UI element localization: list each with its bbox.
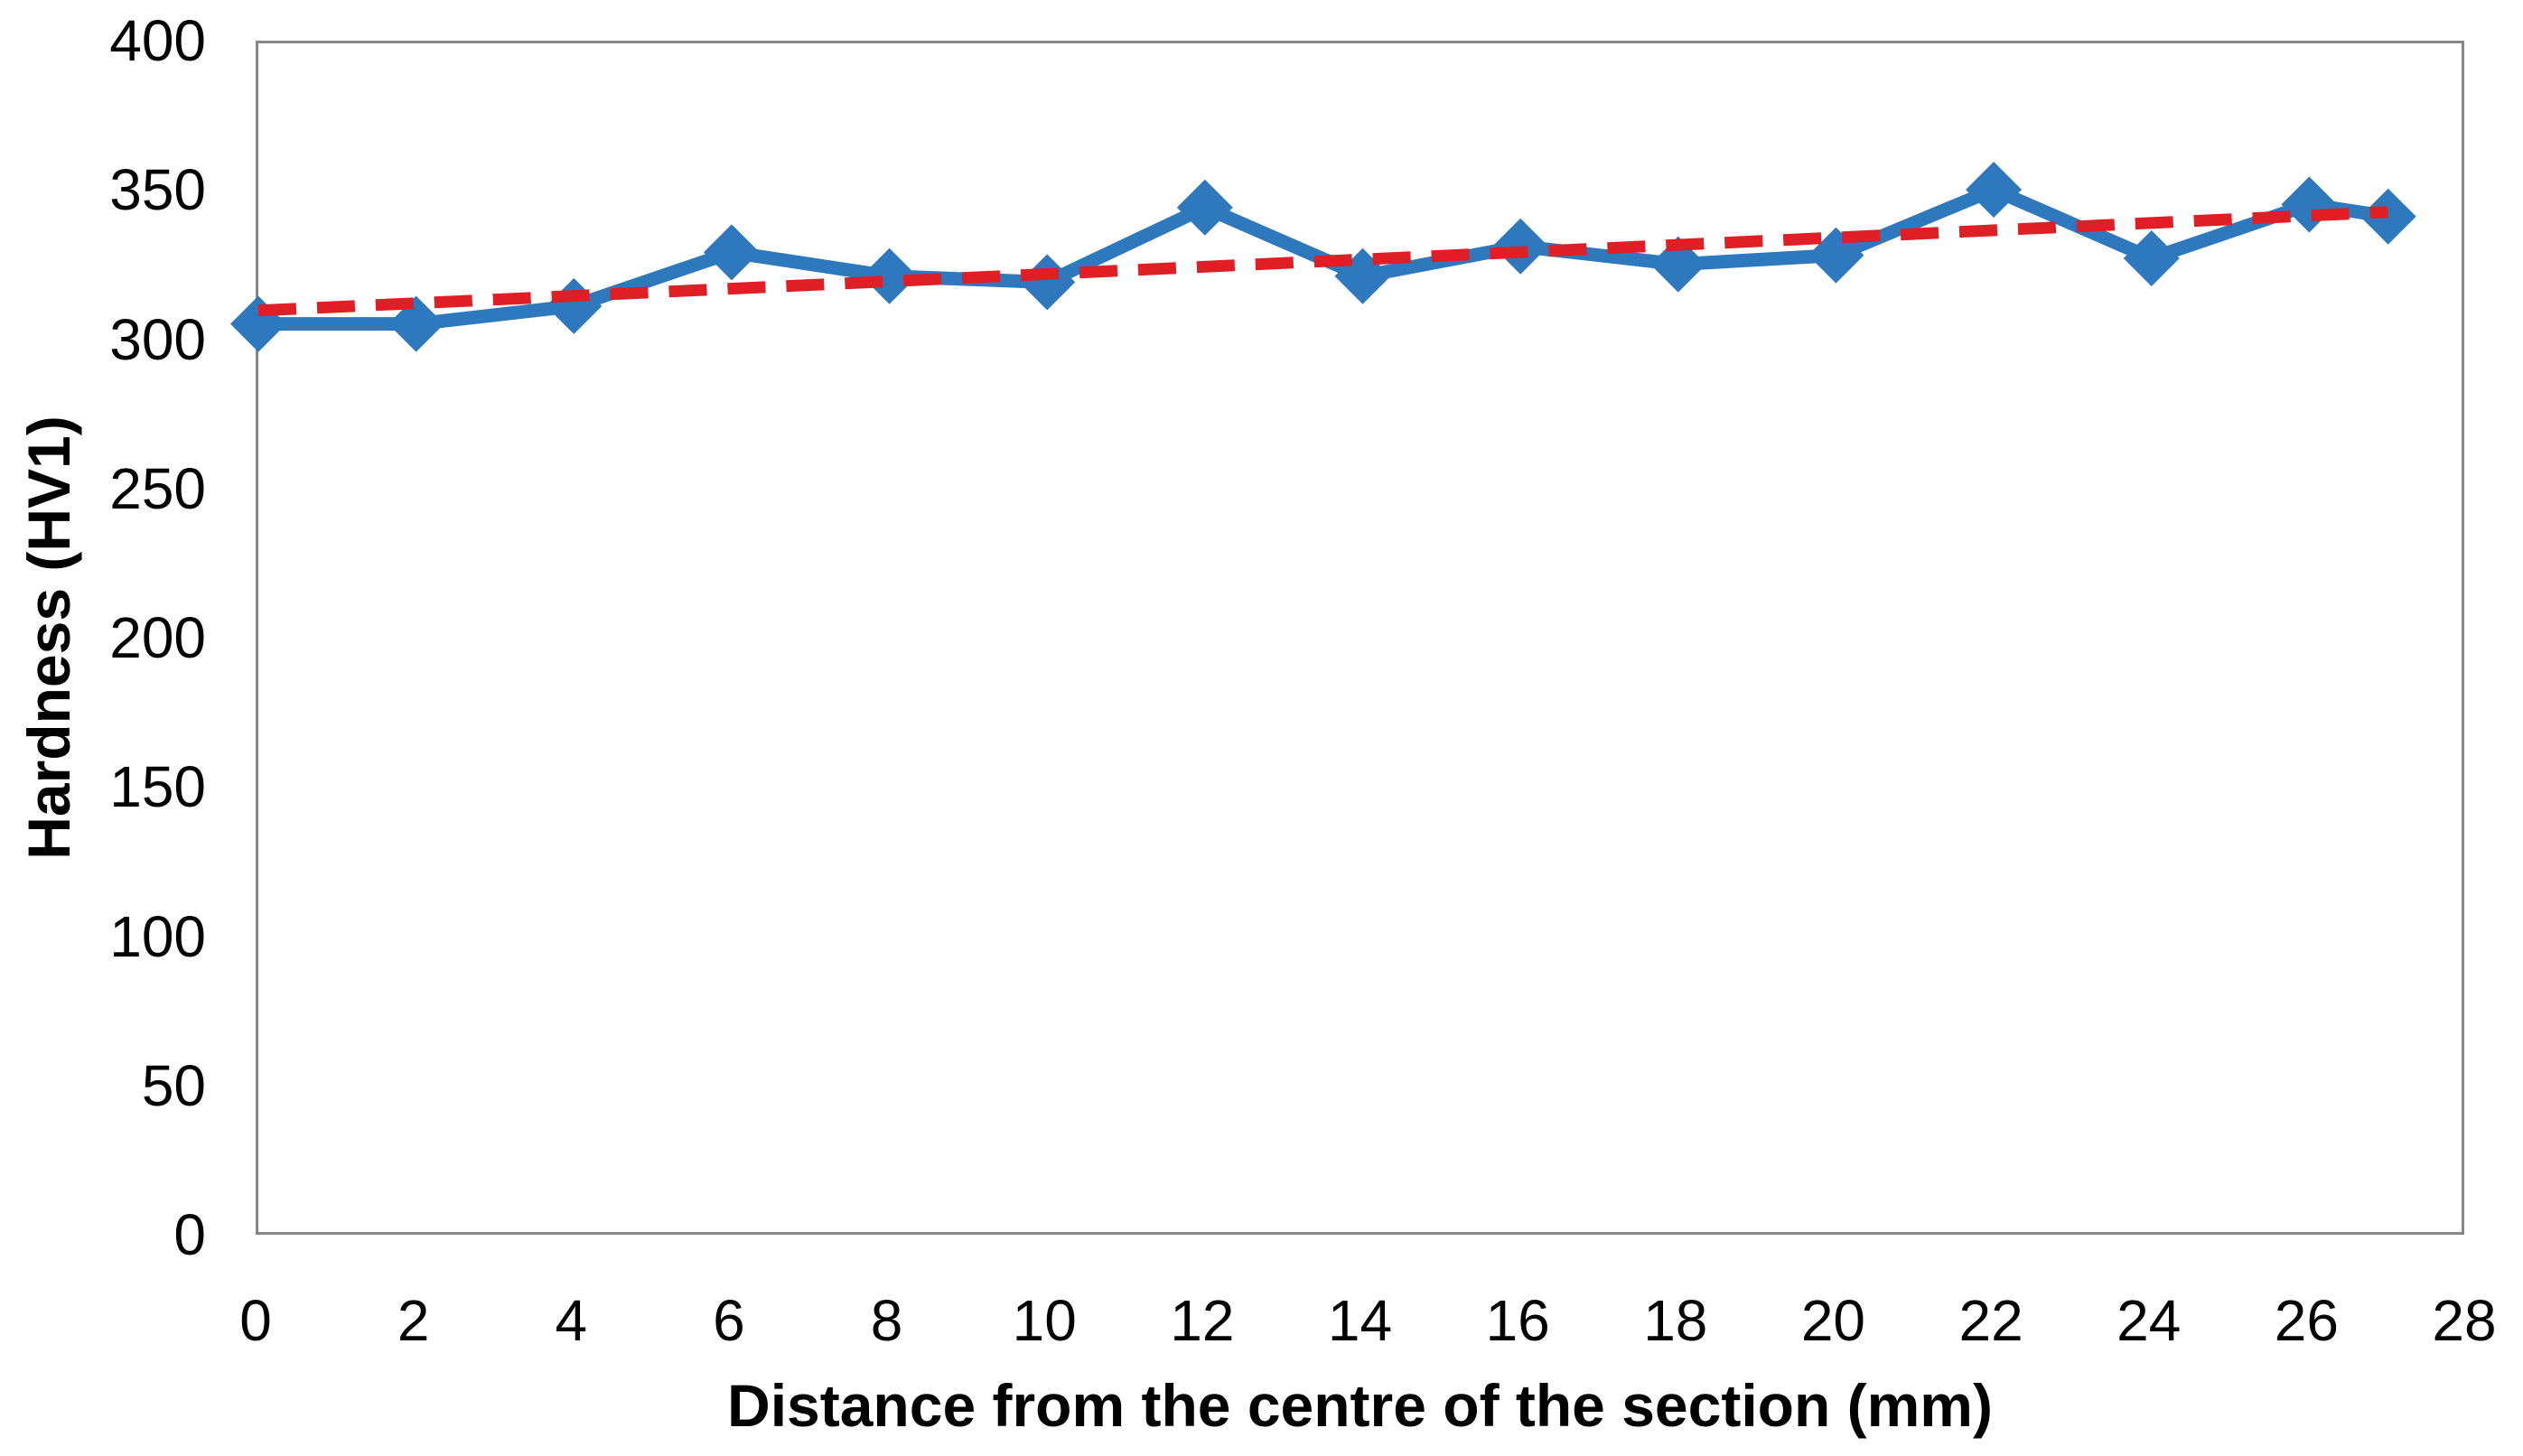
y-tick-label: 300 bbox=[109, 306, 206, 372]
data-point-marker bbox=[703, 224, 760, 281]
data-point-marker bbox=[1808, 227, 1864, 284]
y-tick-label: 350 bbox=[109, 157, 206, 223]
x-tick-label: 28 bbox=[2432, 1288, 2497, 1353]
data-point-marker bbox=[1019, 254, 1076, 311]
data-point-marker bbox=[1966, 161, 2023, 218]
chart-canvas bbox=[230, 161, 2416, 352]
data-point-marker bbox=[1649, 236, 1706, 293]
x-tick-label: 26 bbox=[2274, 1288, 2339, 1353]
data-point-marker bbox=[546, 277, 603, 334]
x-tick-label: 0 bbox=[239, 1288, 272, 1353]
data-point-marker bbox=[2123, 229, 2180, 286]
y-tick-label: 50 bbox=[141, 1052, 206, 1118]
data-point-marker bbox=[388, 295, 444, 352]
y-tick-label: 250 bbox=[109, 455, 206, 521]
plot-area bbox=[230, 41, 2464, 1235]
x-tick-label: 22 bbox=[1958, 1288, 2023, 1353]
data-point-marker bbox=[1334, 247, 1391, 304]
x-tick-label: 6 bbox=[713, 1288, 745, 1353]
data-point-marker bbox=[861, 247, 918, 304]
y-tick-label: 200 bbox=[109, 605, 206, 670]
y-tick-label: 0 bbox=[173, 1202, 206, 1267]
x-tick-label: 10 bbox=[1012, 1288, 1077, 1353]
x-tick-label: 8 bbox=[870, 1288, 903, 1353]
linear-trendline bbox=[257, 206, 2388, 317]
x-tick-label: 24 bbox=[2117, 1288, 2182, 1353]
x-axis-title: Distance from the centre of the section … bbox=[727, 1372, 1993, 1439]
y-tick-label: 100 bbox=[109, 903, 206, 969]
x-tick-label: 4 bbox=[555, 1288, 588, 1353]
x-tick-label: 16 bbox=[1485, 1288, 1550, 1353]
x-tick-label: 20 bbox=[1800, 1288, 1866, 1353]
data-point-marker bbox=[2281, 176, 2338, 233]
x-tick-label: 18 bbox=[1643, 1288, 1708, 1353]
y-tick-label: 400 bbox=[109, 8, 206, 73]
x-tick-label: 12 bbox=[1170, 1288, 1235, 1353]
x-tick-label: 14 bbox=[1327, 1288, 1393, 1353]
data-point-marker bbox=[1176, 179, 1233, 236]
x-tick-label: 2 bbox=[397, 1288, 430, 1353]
y-tick-label: 150 bbox=[109, 754, 206, 820]
